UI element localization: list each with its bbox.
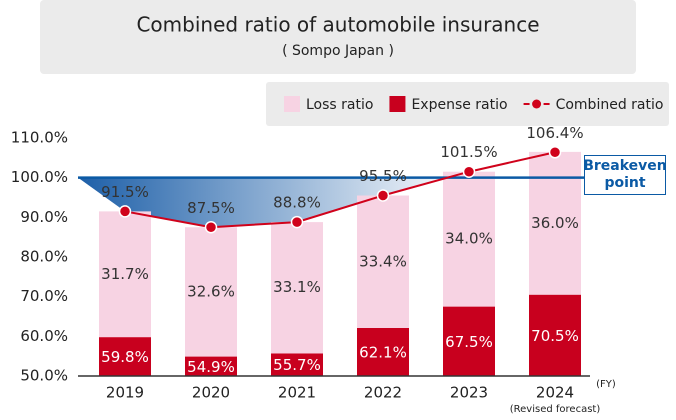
expense-bar: [529, 294, 581, 376]
x-tick-label: 2021: [278, 384, 316, 402]
shortfall-area: [78, 177, 448, 228]
loss-bar: [271, 222, 323, 354]
loss-label: 31.7%: [101, 265, 149, 283]
legend-box: [266, 82, 669, 126]
y-tick-label: 100.0%: [11, 168, 68, 186]
legend-label: Loss ratio: [306, 97, 373, 113]
y-tick-label: 50.0%: [20, 367, 68, 385]
x-tick-label: 2022: [364, 384, 402, 402]
title-box: [40, 0, 636, 74]
chart-title: Combined ratio of automobile insurance: [136, 13, 539, 37]
expense-label: 67.5%: [445, 333, 493, 351]
loss-label: 33.4%: [359, 252, 407, 270]
loss-bar: [185, 227, 237, 357]
combined-label: 91.5%: [101, 183, 149, 201]
x-tick-label: 2020: [192, 384, 230, 402]
expense-label: 54.9%: [187, 358, 235, 376]
legend-label: Combined ratio: [556, 97, 664, 113]
combined-point: [204, 221, 218, 234]
x-unit: (FY): [596, 379, 616, 390]
loss-label: 32.6%: [187, 282, 235, 300]
expense-bar: [271, 353, 323, 376]
combined-point: [376, 189, 390, 202]
loss-bar: [99, 211, 151, 338]
expense-label: 62.1%: [359, 344, 407, 362]
expense-label: 59.8%: [101, 348, 149, 366]
legend-label: Expense ratio: [411, 97, 507, 113]
y-tick-label: 70.0%: [20, 287, 68, 305]
loss-bar: [443, 171, 495, 307]
breakeven-label: Breakeven point: [583, 155, 667, 195]
legend-swatch: [389, 96, 406, 112]
legend-marker: [532, 99, 542, 109]
expense-bar: [99, 337, 151, 376]
combined-point: [118, 205, 132, 218]
combined-label: 106.4%: [526, 124, 583, 142]
expense-label: 55.7%: [273, 356, 321, 374]
category-note: (Revised forecast): [510, 404, 601, 415]
combined-line: [124, 151, 556, 229]
x-tick-label: 2024: [536, 384, 574, 402]
expense-bar: [185, 356, 237, 376]
expense-bar: [357, 328, 409, 376]
combined-label: 88.8%: [273, 194, 321, 212]
loss-label: 34.0%: [445, 230, 493, 248]
x-tick-label: 2019: [106, 384, 144, 402]
combined-label: 95.5%: [359, 167, 407, 185]
loss-label: 36.0%: [531, 214, 579, 232]
loss-bar: [357, 195, 409, 329]
expense-label: 70.5%: [531, 327, 579, 345]
legend-swatch: [284, 96, 300, 112]
expense-bar: [443, 306, 495, 376]
combined-point: [462, 165, 476, 178]
y-tick-label: 90.0%: [20, 208, 68, 226]
combined-label: 101.5%: [440, 143, 497, 161]
y-tick-label: 110.0%: [11, 129, 68, 147]
y-tick-label: 60.0%: [20, 327, 68, 345]
y-tick-label: 80.0%: [20, 248, 68, 266]
loss-label: 33.1%: [273, 278, 321, 296]
combined-point: [290, 215, 304, 229]
combined-label: 87.5%: [187, 199, 235, 217]
chart-subtitle: ( Sompo Japan ): [282, 43, 394, 59]
loss-bar: [529, 151, 581, 295]
combined-point: [548, 146, 562, 159]
x-tick-label: 2023: [450, 384, 488, 402]
